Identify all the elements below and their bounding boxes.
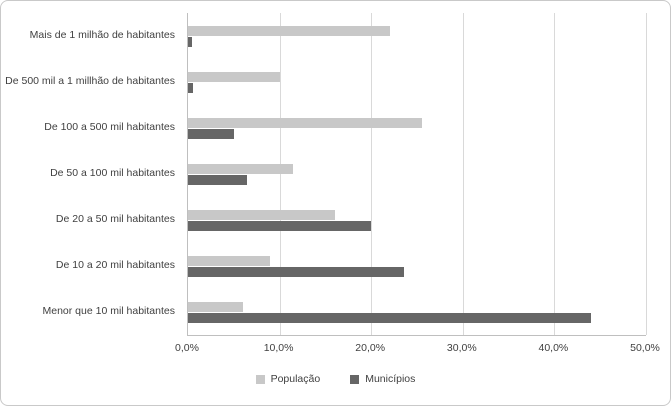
x-tick-label: 50,0% (630, 342, 660, 354)
gridline (554, 13, 556, 335)
bar-municipios (188, 36, 192, 47)
bar-populacao (188, 71, 280, 82)
legend: População Municípios (1, 373, 670, 385)
bar-municipios (188, 312, 592, 323)
bar-municipios (188, 128, 234, 139)
bar-municipios (188, 220, 372, 231)
gridline (462, 13, 464, 335)
category-label: De 10 a 20 mil habitantes (55, 259, 175, 272)
y-axis-labels: Mais de 1 milhão de habitantes De 500 mil… (3, 13, 183, 335)
gridline (646, 13, 647, 335)
gridline (279, 13, 281, 335)
bar-municipios (188, 174, 247, 185)
x-tick-label: 10,0% (263, 342, 294, 354)
bar-group (188, 197, 646, 243)
plot-area (187, 13, 647, 336)
bar-populacao (188, 163, 294, 174)
legend-item-populacao: População (255, 373, 321, 385)
category-label: De 20 a 50 mil habitantes (55, 213, 175, 226)
bar-populacao (188, 117, 422, 128)
category-label: De 50 a 100 mil habitantes (50, 167, 175, 180)
bar-group (188, 151, 646, 197)
category-label: De 500 mil a 1 millhão de habitantes (5, 75, 175, 88)
bar-group (188, 13, 646, 59)
bar-municipios (188, 82, 194, 93)
x-tick-label: 30,0% (446, 342, 477, 354)
category-label: De 100 a 500 mil habitantes (44, 121, 175, 134)
bar-populacao (188, 301, 243, 312)
legend-swatch-municipios (350, 374, 360, 384)
legend-label-populacao: População (270, 373, 321, 385)
bar-populacao (188, 25, 390, 36)
bar-group (188, 243, 646, 289)
bar-populacao (188, 255, 271, 266)
category-label: Mais de 1 milhão de habitantes (29, 29, 175, 42)
bar-group (188, 289, 646, 335)
x-tick-label: 0,0% (175, 342, 199, 354)
x-axis-labels: 0,0% 10,0% 20,0% 30,0% 40,0% 50,0% (175, 342, 660, 356)
legend-label-municipios: Municípios (365, 373, 416, 385)
gridline (371, 13, 373, 335)
x-tick-label: 20,0% (355, 342, 386, 354)
bar-municipios (188, 266, 405, 277)
x-tick-label: 40,0% (538, 342, 569, 354)
bar-populacao (188, 209, 335, 220)
legend-swatch-populacao (255, 374, 265, 384)
category-label: Menor que 10 mil habitantes (42, 305, 176, 318)
bar-group (188, 105, 646, 151)
bar-group (188, 59, 646, 105)
legend-item-municipios: Municípios (350, 373, 415, 385)
